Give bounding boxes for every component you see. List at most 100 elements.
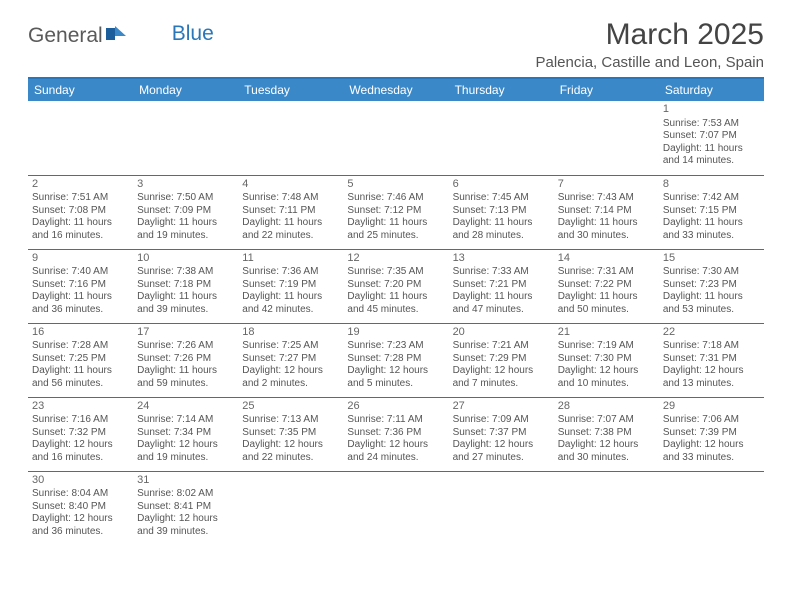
day-number: 23 [32, 400, 129, 414]
day-header: Thursday [449, 78, 554, 101]
location-subtitle: Palencia, Castille and Leon, Spain [536, 54, 765, 71]
daylight-text: Daylight: 12 hours and 2 minutes. [242, 365, 339, 390]
day-header: Sunday [28, 78, 133, 101]
calendar-day-cell: 3Sunrise: 7:50 AMSunset: 7:09 PMDaylight… [133, 175, 238, 249]
sunrise-text: Sunrise: 7:14 AM [137, 414, 234, 427]
sunset-text: Sunset: 7:29 PM [453, 353, 550, 366]
calendar-week-row: 23Sunrise: 7:16 AMSunset: 7:32 PMDayligh… [28, 397, 764, 471]
sunrise-text: Sunrise: 7:09 AM [453, 414, 550, 427]
calendar-day-cell [659, 471, 764, 545]
calendar-day-cell: 17Sunrise: 7:26 AMSunset: 7:26 PMDayligh… [133, 323, 238, 397]
day-number: 25 [242, 400, 339, 414]
sunset-text: Sunset: 7:20 PM [347, 279, 444, 292]
calendar-week-row: 9Sunrise: 7:40 AMSunset: 7:16 PMDaylight… [28, 249, 764, 323]
sunset-text: Sunset: 7:38 PM [558, 427, 655, 440]
day-number: 21 [558, 326, 655, 340]
day-number: 7 [558, 178, 655, 192]
sunset-text: Sunset: 7:07 PM [663, 130, 760, 143]
day-number: 26 [347, 400, 444, 414]
daylight-text: Daylight: 11 hours and 45 minutes. [347, 291, 444, 316]
day-number: 28 [558, 400, 655, 414]
day-header: Wednesday [343, 78, 448, 101]
calendar-day-cell [343, 101, 448, 175]
sunrise-text: Sunrise: 8:02 AM [137, 488, 234, 501]
sunrise-text: Sunrise: 7:46 AM [347, 192, 444, 205]
day-number: 31 [137, 474, 234, 488]
day-number: 6 [453, 178, 550, 192]
daylight-text: Daylight: 11 hours and 36 minutes. [32, 291, 129, 316]
daylight-text: Daylight: 11 hours and 42 minutes. [242, 291, 339, 316]
calendar-day-cell: 24Sunrise: 7:14 AMSunset: 7:34 PMDayligh… [133, 397, 238, 471]
day-number: 29 [663, 400, 760, 414]
sunset-text: Sunset: 7:08 PM [32, 205, 129, 218]
calendar-day-cell: 9Sunrise: 7:40 AMSunset: 7:16 PMDaylight… [28, 249, 133, 323]
sunset-text: Sunset: 7:23 PM [663, 279, 760, 292]
sunrise-text: Sunrise: 7:43 AM [558, 192, 655, 205]
sunrise-text: Sunrise: 7:19 AM [558, 340, 655, 353]
calendar-day-cell: 18Sunrise: 7:25 AMSunset: 7:27 PMDayligh… [238, 323, 343, 397]
daylight-text: Daylight: 12 hours and 27 minutes. [453, 439, 550, 464]
calendar-day-cell: 14Sunrise: 7:31 AMSunset: 7:22 PMDayligh… [554, 249, 659, 323]
calendar-day-cell: 7Sunrise: 7:43 AMSunset: 7:14 PMDaylight… [554, 175, 659, 249]
calendar-day-cell: 5Sunrise: 7:46 AMSunset: 7:12 PMDaylight… [343, 175, 448, 249]
daylight-text: Daylight: 12 hours and 24 minutes. [347, 439, 444, 464]
daylight-text: Daylight: 12 hours and 5 minutes. [347, 365, 444, 390]
calendar-day-cell: 4Sunrise: 7:48 AMSunset: 7:11 PMDaylight… [238, 175, 343, 249]
sunrise-text: Sunrise: 7:30 AM [663, 266, 760, 279]
sunrise-text: Sunrise: 7:35 AM [347, 266, 444, 279]
day-number: 18 [242, 326, 339, 340]
daylight-text: Daylight: 12 hours and 19 minutes. [137, 439, 234, 464]
calendar-day-cell [554, 471, 659, 545]
sunset-text: Sunset: 7:26 PM [137, 353, 234, 366]
daylight-text: Daylight: 12 hours and 13 minutes. [663, 365, 760, 390]
calendar-body: 1Sunrise: 7:53 AMSunset: 7:07 PMDaylight… [28, 101, 764, 545]
sunrise-text: Sunrise: 7:48 AM [242, 192, 339, 205]
daylight-text: Daylight: 12 hours and 33 minutes. [663, 439, 760, 464]
day-number: 17 [137, 326, 234, 340]
title-block: March 2025 Palencia, Castille and Leon, … [536, 18, 765, 71]
daylight-text: Daylight: 11 hours and 59 minutes. [137, 365, 234, 390]
sunrise-text: Sunrise: 8:04 AM [32, 488, 129, 501]
day-number: 9 [32, 252, 129, 266]
sunset-text: Sunset: 7:31 PM [663, 353, 760, 366]
sunset-text: Sunset: 7:25 PM [32, 353, 129, 366]
day-number: 11 [242, 252, 339, 266]
day-number: 30 [32, 474, 129, 488]
calendar-day-cell: 29Sunrise: 7:06 AMSunset: 7:39 PMDayligh… [659, 397, 764, 471]
sunrise-text: Sunrise: 7:45 AM [453, 192, 550, 205]
day-header: Tuesday [238, 78, 343, 101]
calendar-day-cell: 8Sunrise: 7:42 AMSunset: 7:15 PMDaylight… [659, 175, 764, 249]
sunset-text: Sunset: 7:14 PM [558, 205, 655, 218]
sunset-text: Sunset: 7:18 PM [137, 279, 234, 292]
daylight-text: Daylight: 11 hours and 47 minutes. [453, 291, 550, 316]
sunrise-text: Sunrise: 7:18 AM [663, 340, 760, 353]
day-number: 14 [558, 252, 655, 266]
sunrise-text: Sunrise: 7:13 AM [242, 414, 339, 427]
sunrise-text: Sunrise: 7:42 AM [663, 192, 760, 205]
month-title: March 2025 [536, 18, 765, 52]
sunrise-text: Sunrise: 7:51 AM [32, 192, 129, 205]
sunset-text: Sunset: 7:21 PM [453, 279, 550, 292]
sunset-text: Sunset: 7:09 PM [137, 205, 234, 218]
daylight-text: Daylight: 11 hours and 22 minutes. [242, 217, 339, 242]
sunset-text: Sunset: 7:32 PM [32, 427, 129, 440]
day-header: Saturday [659, 78, 764, 101]
calendar-day-cell: 22Sunrise: 7:18 AMSunset: 7:31 PMDayligh… [659, 323, 764, 397]
calendar-day-cell: 13Sunrise: 7:33 AMSunset: 7:21 PMDayligh… [449, 249, 554, 323]
sunset-text: Sunset: 7:35 PM [242, 427, 339, 440]
daylight-text: Daylight: 11 hours and 33 minutes. [663, 217, 760, 242]
day-number: 22 [663, 326, 760, 340]
daylight-text: Daylight: 11 hours and 16 minutes. [32, 217, 129, 242]
day-number: 12 [347, 252, 444, 266]
calendar-day-cell: 12Sunrise: 7:35 AMSunset: 7:20 PMDayligh… [343, 249, 448, 323]
sunrise-text: Sunrise: 7:33 AM [453, 266, 550, 279]
sunrise-text: Sunrise: 7:31 AM [558, 266, 655, 279]
day-number: 8 [663, 178, 760, 192]
sunrise-text: Sunrise: 7:23 AM [347, 340, 444, 353]
day-number: 3 [137, 178, 234, 192]
calendar-day-cell [238, 101, 343, 175]
day-header-row: SundayMondayTuesdayWednesdayThursdayFrid… [28, 78, 764, 101]
day-number: 19 [347, 326, 444, 340]
daylight-text: Daylight: 12 hours and 7 minutes. [453, 365, 550, 390]
sunset-text: Sunset: 7:13 PM [453, 205, 550, 218]
